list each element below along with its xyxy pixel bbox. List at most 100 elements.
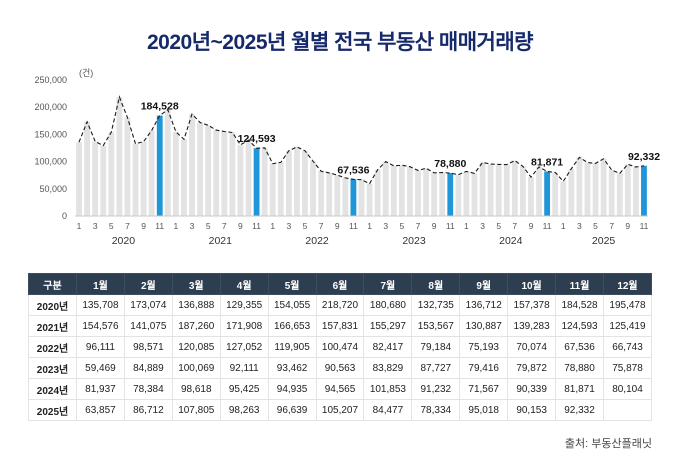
year-label: 2020 [112, 235, 136, 247]
bar-2020-4 [100, 145, 107, 216]
bar-2024-7 [511, 160, 518, 216]
table-header-month: 7월 [363, 273, 413, 295]
table-cell: 70,074 [507, 336, 557, 358]
table-cell [602, 399, 653, 421]
table-cell: 125,419 [602, 315, 653, 337]
year-label: 2022 [305, 235, 329, 247]
table-cell: 218,720 [315, 294, 365, 316]
bar-2021-10 [245, 140, 252, 216]
bar-2024-4 [487, 164, 494, 216]
month-tick: 7 [416, 221, 421, 231]
table-cell: 157,378 [507, 294, 557, 316]
bar-value-annotation: 81,871 [531, 157, 563, 169]
table-cell: 154,576 [76, 315, 125, 337]
table-cell: 86,712 [123, 399, 173, 421]
y-axis-tick: 50,000 [39, 184, 67, 194]
table-cell: 139,283 [507, 315, 557, 337]
bar-value-annotation: 92,332 [628, 151, 660, 163]
month-tick: 11 [543, 221, 552, 231]
month-tick: 9 [432, 221, 437, 231]
table-cell: 90,339 [507, 378, 557, 400]
month-tick: 7 [319, 221, 324, 231]
table-cell: 105,207 [315, 399, 365, 421]
bar-2022-3 [285, 150, 292, 216]
bar-value-annotation: 78,880 [434, 158, 466, 170]
month-tick: 9 [238, 221, 243, 231]
table-cell: 136,888 [171, 294, 221, 316]
table-cell: 120,085 [171, 336, 221, 358]
bar-2024-1 [463, 171, 470, 216]
bar-2020-6 [116, 97, 123, 216]
bar-2021-7 [221, 131, 228, 216]
table-cell: 127,052 [219, 336, 269, 358]
bar-2020-12 [164, 109, 171, 216]
month-tick: 7 [125, 221, 130, 231]
table-cell: 92,111 [219, 357, 269, 379]
table-cell: 100,474 [315, 336, 365, 358]
month-tick: 11 [155, 221, 164, 231]
bar-2022-8 [326, 172, 333, 216]
bar-2020-1 [76, 142, 82, 216]
bar-2022-4 [294, 146, 300, 216]
table-header-month: 11월 [555, 273, 604, 295]
page-title: 2020년~2025년 월별 전국 부동산 매매거래량 [146, 31, 534, 54]
table-cell: 67,536 [555, 336, 604, 358]
bar-2025-4 [584, 162, 591, 216]
month-tick: 5 [400, 221, 405, 231]
table-cell: 78,334 [411, 399, 461, 421]
month-tick: 3 [480, 221, 485, 231]
table-cell: 96,639 [267, 399, 317, 421]
table-header-row: 구분 1월 2월 3월 4월 5월 6월 7월 8월 9월 10월 11월 12월 [28, 273, 653, 295]
bar-2022-2 [277, 162, 284, 216]
bar-2021-12 [261, 147, 268, 216]
bar-2021-11 [253, 148, 260, 216]
month-tick: 11 [446, 221, 455, 231]
bar-value-annotation: 184,528 [141, 101, 179, 113]
bar-2023-10 [439, 172, 446, 216]
table-cell: 95,018 [459, 399, 509, 421]
month-tick: 3 [383, 221, 388, 231]
table-cell: 63,857 [76, 399, 125, 421]
bar-2022-6 [310, 161, 316, 216]
bar-2021-9 [237, 144, 244, 216]
table-cell: 107,805 [171, 399, 221, 421]
bar-2022-5 [302, 150, 308, 216]
table-cell: 75,878 [602, 357, 653, 379]
table-row: 2025년 63,857 86,712 107,805 98,263 96,639 105,… [28, 399, 653, 421]
table-cell: 180,680 [363, 294, 413, 316]
table-cell: 136,712 [459, 294, 509, 316]
month-tick: 3 [287, 221, 292, 231]
bar-2020-7 [124, 117, 131, 216]
bar-2025-9 [624, 164, 631, 216]
bar-2020-3 [92, 141, 99, 216]
bar-2025-2 [568, 168, 575, 216]
table-cell: 78,880 [555, 357, 604, 379]
y-axis-tick: 250,000 [34, 75, 67, 85]
bar-2023-4 [390, 165, 397, 216]
bar-2025-5 [592, 163, 599, 216]
table-cell: 75,193 [459, 336, 509, 358]
bar-2023-6 [407, 166, 413, 216]
bar-2025-3 [576, 157, 583, 216]
table-cell: 130,887 [459, 315, 509, 337]
bar-2020-5 [108, 132, 115, 216]
bar-2021-1 [172, 131, 179, 216]
table-cell: 94,935 [267, 378, 317, 400]
bar-2024-11 [544, 171, 551, 216]
table-cell: 101,853 [363, 378, 413, 400]
table-cell: 155,297 [363, 315, 413, 337]
bar-value-annotation: 67,536 [337, 164, 369, 176]
table-header-month: 3월 [171, 273, 221, 295]
source-note: 출처: 부동산플래닛 [564, 438, 652, 450]
table-cell: 79,872 [507, 357, 557, 379]
month-tick: 5 [109, 221, 114, 231]
month-tick: 9 [335, 221, 340, 231]
table-row: 2020년 135,708 173,074 136,888 129,355 154,055… [28, 294, 653, 316]
bar-2024-12 [552, 172, 559, 216]
year-label: 2025 [592, 235, 616, 247]
month-tick: 7 [512, 221, 517, 231]
bar-2023-1 [366, 183, 373, 216]
table-header-gubun: 구분 [28, 273, 77, 295]
table-cell: 132,735 [411, 294, 461, 316]
table-header-month: 5월 [267, 273, 317, 295]
